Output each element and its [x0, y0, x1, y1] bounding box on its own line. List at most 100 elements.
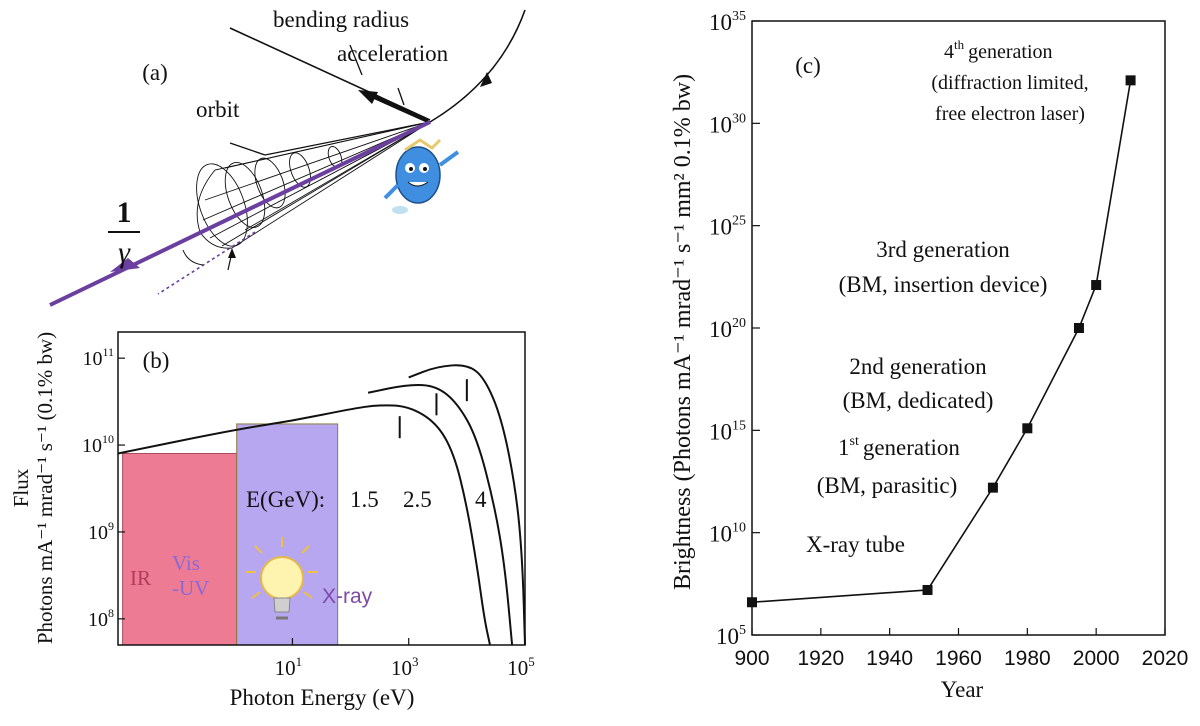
panel-b-y-tick-label: 1011 [82, 345, 114, 370]
annotation-gen4-sub1: (diffraction limited, [931, 72, 1088, 94]
panel-b-y-tick-label: 108 [88, 606, 114, 631]
gen1-number: 1 [838, 435, 850, 460]
panel-b-label: (b) [143, 348, 170, 373]
panel-c-y-tick-label-base: 10 [709, 522, 732, 547]
panel-b-y-axis-units: Photons mA⁻¹ mrad⁻¹ s⁻¹ (0.1% bw) [33, 332, 57, 644]
bending-radius-line [229, 27, 431, 121]
panel-b-y-tick-label-base: 10 [82, 348, 102, 370]
panel-c-y-tick-label: 1010 [709, 521, 746, 547]
panel-c-x-tick-label: 900 [734, 647, 769, 670]
orbit-label: orbit [196, 97, 240, 122]
panel-b-x-tick-label: 103 [391, 654, 419, 680]
energy-label-1-5: 1.5 [350, 487, 379, 512]
acceleration-label: acceleration [337, 41, 449, 66]
acceleration-arrowhead [358, 90, 378, 104]
panel-c-series [747, 75, 1136, 608]
panel-c-x-tick-label: 1920 [797, 647, 844, 670]
panel-c-x-axis-title: Year [941, 677, 984, 702]
acceleration-pointer [397, 87, 405, 106]
panel-c-x-tick-label: 1960 [935, 647, 982, 670]
brightness-point [1125, 75, 1136, 86]
panel-b-y-tick-label-base: 10 [88, 522, 108, 544]
panel-b-x-tick-label-exponent: 1 [296, 654, 303, 669]
panel-b-series [117, 364, 526, 646]
emission-beam-arrow [110, 258, 140, 272]
panel-b-y-tick-label-exponent: 8 [108, 606, 114, 620]
gen4-number: 4 [944, 41, 954, 63]
brightness-point [1022, 423, 1033, 434]
panel-c-y-tick-label-exponent: 35 [732, 9, 746, 24]
panel-c-y-tick-label-base: 10 [709, 317, 732, 342]
brightness-line [751, 80, 1132, 604]
panel-b-x-tick-label: 101 [275, 654, 303, 680]
annotation-gen2-title: 2nd generation [849, 354, 987, 379]
panel-b-x-tick-label-base: 10 [275, 656, 296, 680]
annotation-gen1-title: 1st generation [838, 434, 960, 460]
panel-b-x-tick-label-exponent: 3 [412, 654, 419, 669]
brightness-point [987, 482, 998, 493]
panel-b-x-axis-title: Photon Energy (eV) [230, 685, 415, 710]
annotation-gen2-sub: (BM, dedicated) [843, 388, 994, 413]
panel-c-y-tick-label: 1020 [709, 316, 746, 342]
emission-cone [196, 121, 431, 249]
annotation-gen3-sub: (BM, insertion device) [839, 272, 1048, 297]
brightness-point [747, 597, 757, 608]
region-ir-band [122, 452, 238, 646]
cone-angle-pointer-head [228, 248, 236, 258]
region-bands [122, 423, 339, 646]
gen1-word: generation [863, 435, 961, 460]
panel-b-y-tick-label: 109 [88, 519, 114, 544]
brightness-point [1073, 323, 1084, 333]
region-vis-label-line1: Vis [172, 551, 200, 575]
light-bulb-icon [246, 537, 318, 620]
panel-c-y-tick-label-exponent: 15 [732, 418, 746, 433]
cone-angle-arc [182, 249, 204, 266]
panel-c-y-tick-label-base: 10 [716, 624, 739, 649]
energy-label-4: 4 [475, 487, 487, 512]
panel-c-x-tick-label: 2000 [1073, 647, 1120, 670]
cone-angle-numerator: 1 [117, 196, 132, 229]
flux-curve-2-5-gev [367, 383, 514, 646]
flux-curve-1-5-gev [117, 404, 491, 646]
panel-b-frame [117, 331, 526, 646]
orbit-tangent [264, 121, 431, 156]
panel-b-x-tick-label-base: 10 [507, 656, 528, 680]
panel-b-y-axis-title: Flux [9, 468, 33, 507]
panel-c-x-tick-label: 1940 [866, 647, 913, 670]
panel-c-y-tick-label: 1025 [709, 214, 746, 240]
orbit-arc [429, 9, 526, 123]
energy-label-2-5: 2.5 [403, 487, 432, 512]
emission-beam [49, 120, 431, 307]
panel-c-y-tick-label-base: 10 [709, 10, 732, 35]
orbit-pointer [229, 142, 266, 156]
panel-c-y-tick-label: 1015 [709, 418, 746, 444]
annotation-xray-tube: X-ray tube [806, 532, 905, 557]
panel-c-y-tick-label: 105 [716, 623, 746, 649]
panel-c-y-tick-label-exponent: 30 [732, 111, 746, 126]
panel-a: 1 γ (a) bending radius acceleration orbi… [49, 7, 526, 307]
panel-c-y-tick-label-exponent: 20 [732, 316, 746, 331]
panel-b-y-tick-label-base: 10 [82, 435, 102, 457]
flux-curve-4-gev [408, 364, 526, 646]
panel-c-x-tick-label: 1980 [1004, 647, 1051, 670]
panel-b-y-tick-label-exponent: 10 [102, 432, 114, 446]
panel-b-x-tick-label-exponent: 5 [528, 654, 535, 669]
panel-b-y-tick-label-exponent: 11 [102, 345, 114, 359]
panel-b-y-tick-label-base: 10 [88, 609, 108, 631]
annotation-gen3-title: 3rd generation [876, 237, 1010, 262]
electron-cartoon-icon [383, 138, 460, 214]
annotation-gen4-title: 4th generation [944, 37, 1053, 63]
panel-b-x-tick-label: 105 [507, 654, 535, 680]
panel-c-y-tick-label: 1035 [709, 9, 746, 35]
panel-b-y-tick-label-exponent: 9 [108, 519, 114, 533]
panel-c-y-axis-title: Brightness (Photons mA⁻¹ mrad⁻¹ s⁻¹ mm² … [670, 74, 696, 590]
panel-b-x-ticks: 101 103 105 [275, 638, 535, 680]
panel-c-y-tick-label-base: 10 [709, 215, 732, 240]
orbit-arrowhead [480, 72, 492, 87]
panel-c-label: (c) [795, 53, 821, 78]
